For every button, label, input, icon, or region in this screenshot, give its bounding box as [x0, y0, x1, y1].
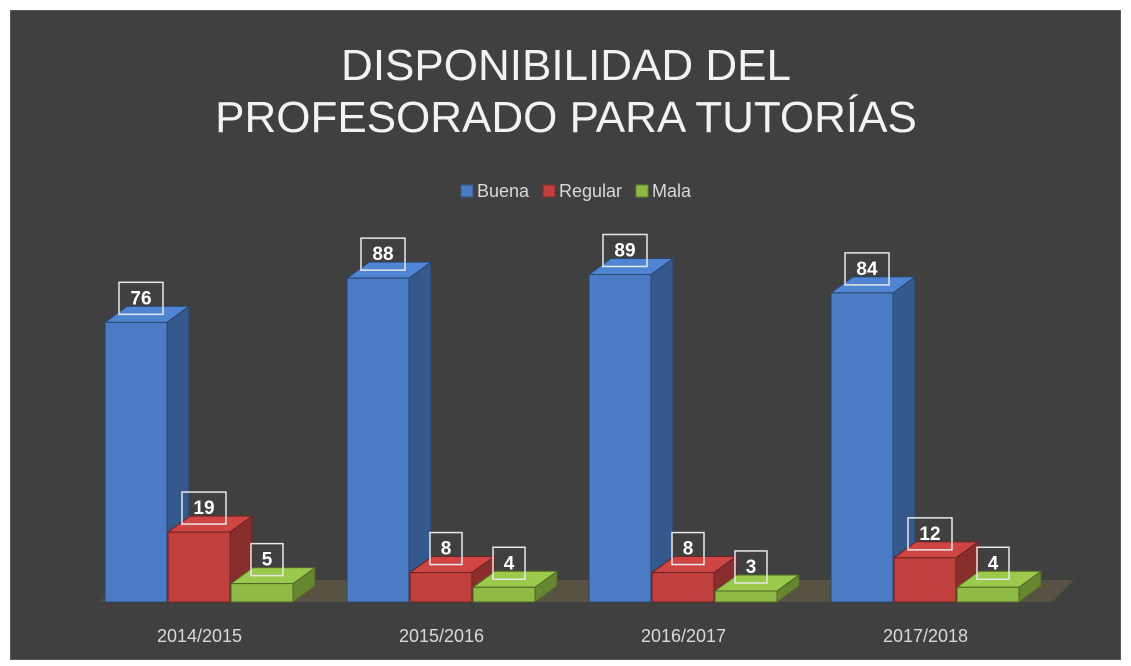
bar [345, 261, 433, 603]
x-tick-label: 2014/2015 [157, 626, 242, 646]
data-label-box [907, 517, 953, 551]
bar-front [588, 273, 652, 603]
bar [587, 257, 675, 603]
data-label-box [671, 531, 705, 566]
legend-swatch [635, 184, 649, 198]
x-tick-label: 2017/2018 [883, 626, 968, 646]
bar-side [650, 257, 674, 603]
bar-front [830, 292, 894, 603]
data-label: 89 [614, 240, 635, 261]
data-label-box [118, 281, 164, 316]
data-label-box [734, 550, 768, 584]
data-label-box [429, 531, 463, 566]
legend-label: Mala [652, 181, 692, 201]
bar-front [956, 586, 1020, 603]
data-label: 88 [372, 244, 393, 265]
data-label-box [844, 252, 890, 286]
bar-front [472, 586, 536, 603]
legend-label: Regular [559, 181, 622, 201]
bar-front [893, 557, 957, 603]
bar [103, 305, 191, 603]
bar-side [408, 261, 432, 603]
data-label: 4 [504, 553, 515, 574]
data-label-box [492, 546, 526, 581]
legend-label: Buena [477, 181, 530, 201]
data-label: 84 [856, 259, 878, 280]
legend-swatch [460, 184, 474, 198]
bar-front [651, 572, 715, 603]
data-label-box [976, 546, 1010, 581]
bar-front [346, 277, 410, 603]
data-label: 5 [262, 550, 273, 571]
bar-front [167, 531, 231, 603]
data-label: 4 [988, 553, 999, 574]
data-label-box [181, 491, 227, 525]
x-tick-label: 2016/2017 [641, 626, 726, 646]
data-label-box [360, 237, 406, 271]
bar [829, 275, 917, 603]
data-label: 76 [130, 288, 151, 309]
chart-title: DISPONIBILIDAD DEL PROFESORADO PARA TUTO… [215, 41, 917, 142]
bar-front [230, 583, 294, 603]
legend-swatch [542, 184, 556, 198]
data-label: 8 [441, 539, 452, 560]
data-label: 8 [683, 539, 694, 560]
bar-front [409, 572, 473, 603]
data-label: 19 [193, 498, 214, 519]
data-label: 3 [746, 557, 757, 578]
data-label-box [602, 233, 648, 268]
legend: Buena Regular Mala [460, 181, 692, 201]
data-label: 12 [919, 524, 940, 545]
bar-front [714, 590, 778, 603]
data-label-box [250, 542, 284, 577]
x-tick-label: 2015/2016 [399, 626, 484, 646]
bar-front [104, 321, 168, 603]
